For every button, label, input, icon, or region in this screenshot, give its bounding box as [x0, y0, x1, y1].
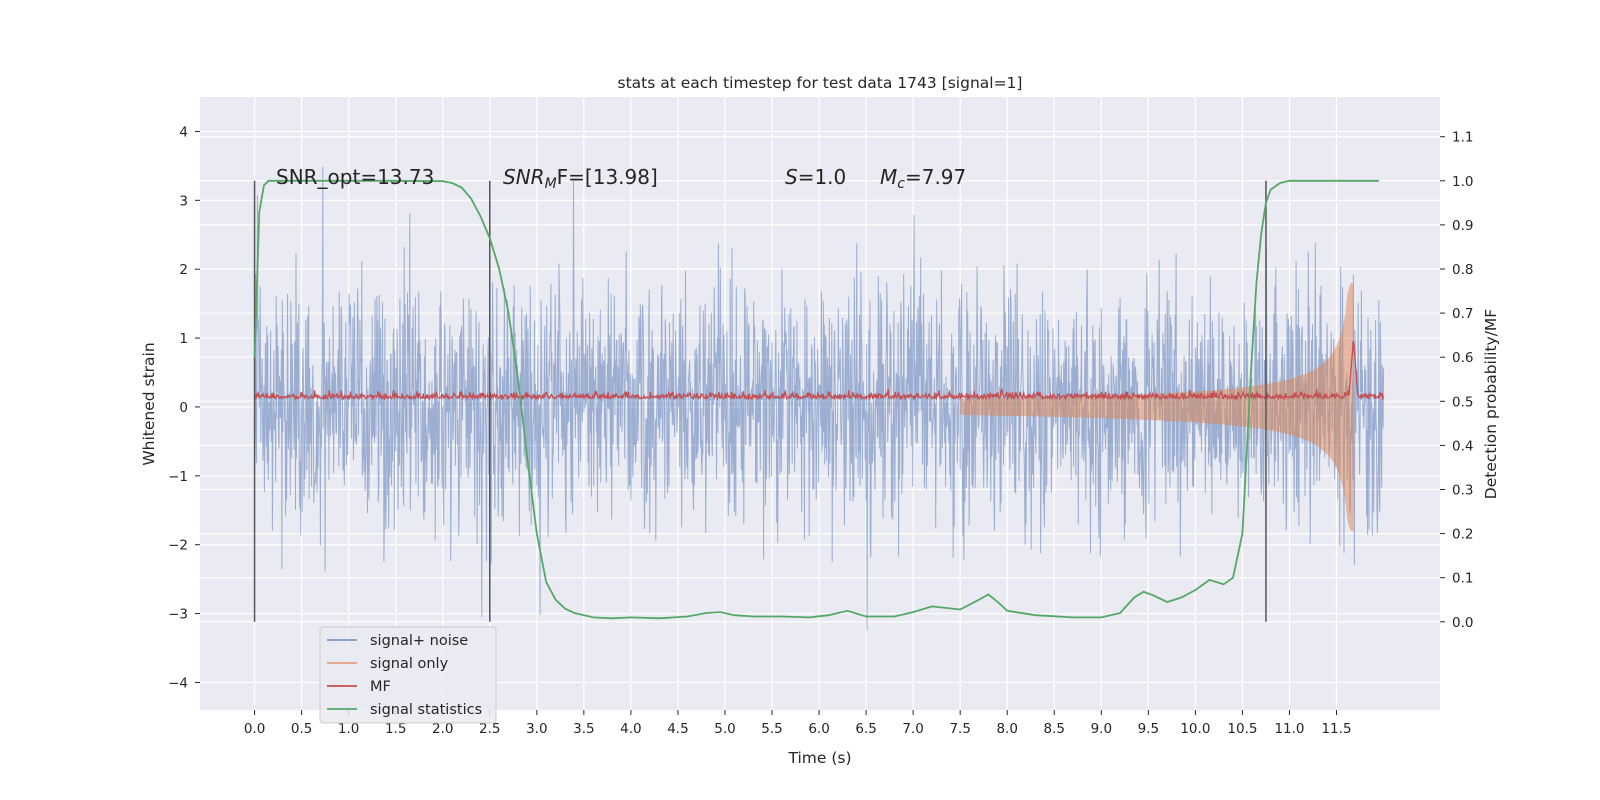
annotation-snr-mf: SNRMF=[13.98]	[503, 165, 658, 192]
chart-title: stats at each timestep for test data 174…	[618, 74, 1023, 92]
y2-axis-label: Detection probability/MF	[1482, 309, 1500, 500]
x-tick-label-2: 1.0	[338, 721, 359, 737]
x-tick-label-17: 8.5	[1044, 721, 1065, 737]
y-axis-ticks: −4 −3 −2 −1 0 1 2 3 4	[168, 124, 200, 691]
annotation-snr-mf-label: SNR	[503, 165, 545, 189]
x-tick-label-6: 3.0	[526, 721, 547, 737]
x-tick-label-22: 11.0	[1274, 721, 1304, 737]
x-tick-label-18: 9.0	[1091, 721, 1112, 737]
x-tick-label-0: 0.0	[244, 721, 265, 737]
y-tick-label-2: −2	[168, 538, 188, 554]
annotation-s: S=1.0	[785, 165, 846, 189]
y2-tick-label-3: 0.3	[1452, 482, 1473, 498]
y2-tick-label-11: 1.1	[1452, 130, 1473, 146]
annotation-snr-opt: SNR_opt=13.73	[276, 165, 434, 189]
y2-tick-label-1: 0.1	[1452, 571, 1473, 587]
x-tick-label-15: 7.5	[949, 721, 970, 737]
plot-area	[253, 166, 1385, 631]
y2-tick-label-0: 0.0	[1452, 615, 1473, 631]
annotation-mc-label: M	[880, 165, 897, 189]
series-signal-plus-noise	[254, 166, 1385, 631]
x-tick-label-7: 3.5	[573, 721, 594, 737]
y2-tick-label-10: 1.0	[1452, 174, 1473, 190]
x-axis-ticks: 0.0 0.5 1.0 1.5 2.0 2.5 3.0 3.5 4.0 4.5 5.0 5.5 6.0 6…	[244, 710, 1352, 737]
y-tick-label-4: 0	[179, 400, 188, 416]
x-tick-label-9: 4.5	[667, 721, 688, 737]
legend-box	[319, 626, 497, 724]
x-tick-label-3: 1.5	[385, 721, 406, 737]
y2-tick-label-5: 0.5	[1452, 394, 1473, 410]
y-tick-label-0: −4	[168, 675, 188, 691]
y-tick-label-6: 2	[179, 262, 188, 278]
annotation-snr-mf-rest: F=[13.98]	[557, 165, 658, 189]
y2-tick-label-9: 0.9	[1452, 218, 1473, 234]
series-signal-statistics	[253, 179, 1379, 620]
y2-tick-label-2: 0.2	[1452, 527, 1473, 543]
x-tick-label-1: 0.5	[291, 721, 312, 737]
legend-label-signal-statistics: signal statistics	[370, 702, 482, 718]
annotation-snr-mf-sub: M	[545, 176, 557, 192]
annotation-mc-sub: c	[897, 176, 905, 192]
y2-axis-ticks: 0.0 0.1 0.2 0.3 0.4 0.5 0.6 0.7 0.8 0.9 1.0 1.1	[1440, 130, 1473, 631]
y-tick-label-8: 4	[179, 124, 188, 140]
annotation-mc-value: =7.97	[905, 165, 966, 189]
y2-tick-label-7: 0.7	[1452, 306, 1473, 322]
legend: signal+ noise signal only MF signal stat…	[319, 626, 497, 724]
y-tick-label-3: −1	[168, 469, 188, 485]
x-axis-label: Time (s)	[787, 749, 851, 767]
x-tick-label-5: 2.5	[479, 721, 500, 737]
legend-label-signal-plus-noise: signal+ noise	[370, 633, 468, 649]
annotations: SNR_opt=13.73 SNRMF=[13.98] S=1.0 Mc=7.9…	[276, 165, 966, 192]
x-tick-label-23: 11.5	[1321, 721, 1351, 737]
y-axis-label: Whitened strain	[140, 342, 158, 465]
x-tick-label-10: 5.0	[714, 721, 735, 737]
x-tick-label-8: 4.0	[620, 721, 641, 737]
annotation-s-label: S	[785, 165, 798, 189]
x-tick-label-21: 10.5	[1227, 721, 1257, 737]
x-tick-label-12: 6.0	[808, 721, 829, 737]
y-tick-label-7: 3	[179, 193, 188, 209]
x-tick-label-13: 6.5	[855, 721, 876, 737]
x-tick-label-14: 7.0	[902, 721, 923, 737]
x-tick-label-11: 5.5	[761, 721, 782, 737]
y-tick-label-1: −3	[168, 607, 188, 623]
legend-label-signal-only: signal only	[370, 656, 449, 672]
legend-label-mf: MF	[370, 679, 391, 695]
series-signal-only	[960, 283, 1354, 531]
marker-lines	[253, 180, 1267, 622]
x-tick-label-16: 8.0	[996, 721, 1017, 737]
y2-tick-label-4: 0.4	[1452, 438, 1473, 454]
x-tick-label-20: 10.0	[1180, 721, 1210, 737]
annotation-mc: Mc=7.97	[880, 165, 966, 192]
x-tick-label-4: 2.0	[432, 721, 453, 737]
series-mf	[253, 340, 1385, 402]
y2-tick-label-8: 0.8	[1452, 262, 1473, 278]
y-tick-label-5: 1	[179, 331, 188, 347]
annotation-s-value: =1.0	[798, 165, 847, 189]
y2-tick-label-6: 0.6	[1452, 350, 1473, 366]
x-tick-label-19: 9.5	[1138, 721, 1159, 737]
